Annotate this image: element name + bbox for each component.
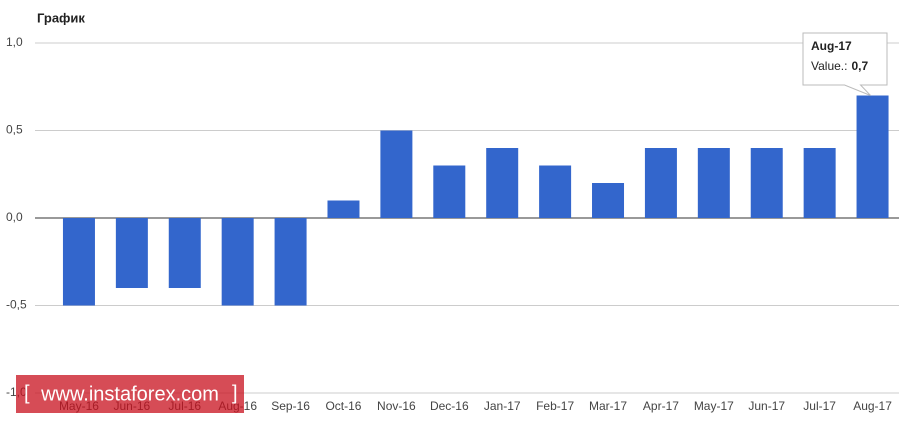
- bar: [327, 200, 360, 218]
- bar: [274, 218, 307, 306]
- y-tick-label: 1,0: [6, 35, 23, 49]
- x-tick-label: Dec-16: [430, 399, 469, 413]
- bar: [539, 165, 572, 218]
- x-tick-label: May-17: [694, 399, 734, 413]
- bar: [168, 218, 201, 288]
- watermark-bracket: ]: [232, 382, 238, 404]
- bar: [62, 218, 95, 306]
- bar: [697, 148, 730, 218]
- y-tick-label: 0,5: [6, 123, 23, 137]
- tooltip-value: 0,7: [851, 59, 868, 73]
- bar: [856, 95, 889, 218]
- tooltip-label: Value.:: [811, 59, 847, 73]
- watermark-bracket: [: [24, 382, 30, 404]
- tooltip-body: Value.: 0,7: [811, 59, 868, 73]
- bar: [592, 183, 625, 218]
- x-tick-label: Jul-17: [803, 399, 836, 413]
- bar: [644, 148, 677, 218]
- x-tick-label: Jan-17: [484, 399, 521, 413]
- x-tick-label: Mar-17: [589, 399, 627, 413]
- bar: [221, 218, 254, 306]
- tooltip-box: [802, 32, 888, 96]
- bar: [486, 148, 519, 218]
- x-tick-label: Apr-17: [643, 399, 679, 413]
- x-tick-label: Jun-17: [748, 399, 785, 413]
- x-tick-label: Oct-16: [325, 399, 361, 413]
- x-tick-label: Feb-17: [536, 399, 574, 413]
- x-tick-label: Aug-17: [853, 399, 892, 413]
- bar: [750, 148, 783, 218]
- bar: [115, 218, 148, 288]
- tooltip-title: Aug-17: [811, 39, 852, 53]
- y-tick-label: 0,0: [6, 210, 23, 224]
- watermark: www.instaforex.com: [40, 383, 219, 405]
- bar: [380, 130, 413, 218]
- watermark-bg: [16, 375, 244, 413]
- bar: [803, 148, 836, 218]
- tooltip: Aug-17 Value.: 0,7: [802, 32, 888, 96]
- x-tick-label: Nov-16: [377, 399, 416, 413]
- chart-title: График: [37, 10, 85, 25]
- y-tick-label: -0,5: [6, 298, 27, 312]
- x-tick-label: Sep-16: [271, 399, 310, 413]
- bar: [433, 165, 466, 218]
